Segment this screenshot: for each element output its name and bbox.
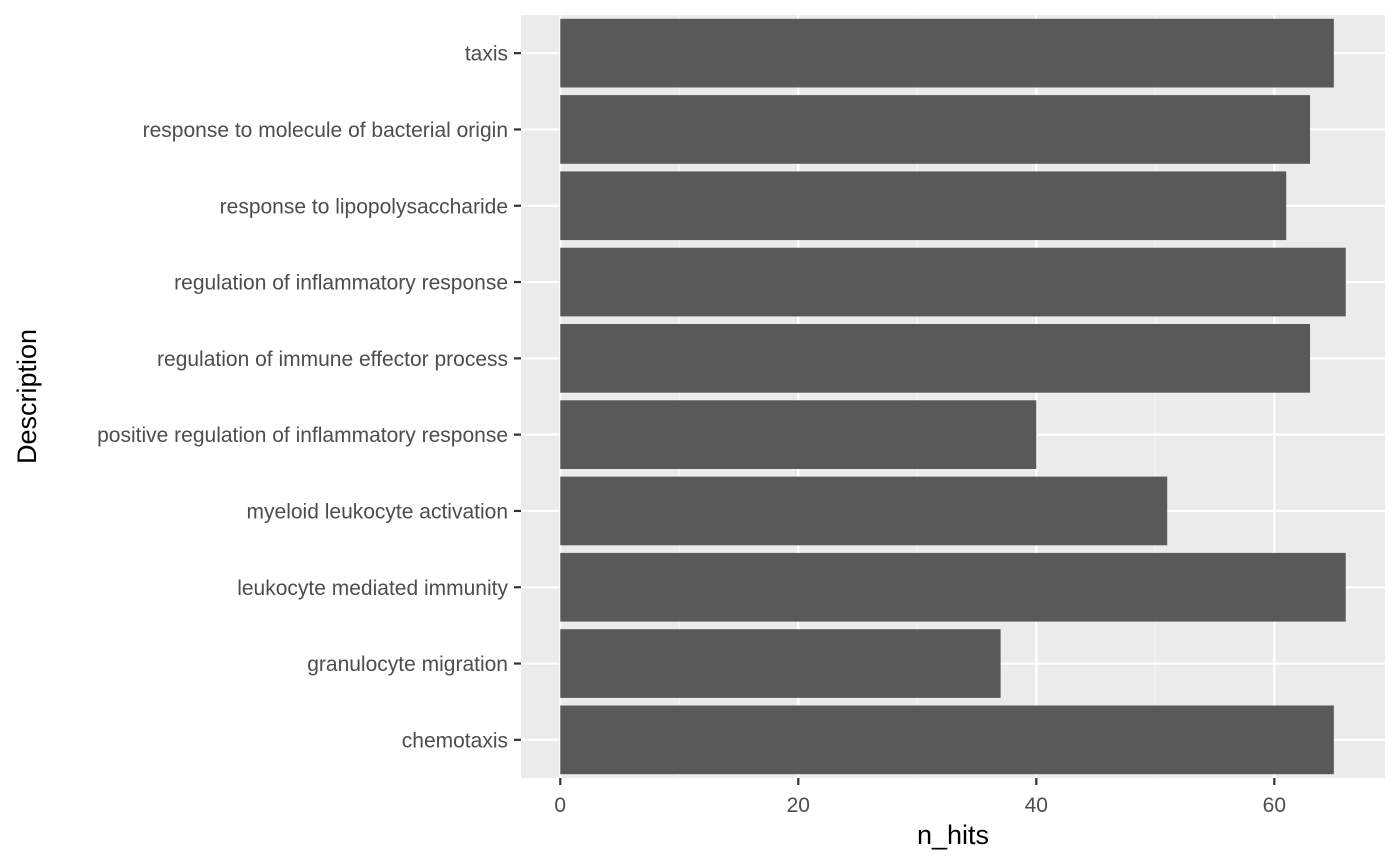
bar [560,552,1346,622]
x-tick-label: 0 [554,794,566,817]
y-axis: taxis response to molecule of bacterial o… [97,43,521,752]
y-tick-label: chemotaxis [402,729,508,752]
y-tick-label: positive regulation of inflammatory resp… [97,424,508,447]
bar [560,629,1001,698]
bar [560,476,1168,546]
x-axis-title: n_hits [917,820,989,850]
bar [560,18,1334,88]
bars [560,18,1346,775]
y-tick-label: regulation of immune effector process [157,348,508,371]
bar [560,324,1311,393]
bar [560,95,1311,164]
bar [560,171,1287,241]
x-tick-label: 60 [1263,794,1286,817]
y-axis-title: Description [12,329,42,464]
x-tick-label: 20 [787,794,810,817]
y-tick-label: regulation of inflammatory response [174,272,508,295]
x-tick-label: 40 [1025,794,1048,817]
bar [560,705,1334,775]
y-tick-label: response to molecule of bacterial origin [143,119,508,142]
y-tick-label: granulocyte migration [307,653,508,676]
x-axis: 0 20 40 60 [554,778,1286,817]
y-tick-label: leukocyte mediated immunity [237,577,508,600]
bar [560,247,1346,317]
bar [560,400,1037,469]
y-tick-label: response to lipopolysaccharide [220,195,508,218]
y-tick-label: myeloid leukocyte activation [247,500,508,523]
y-tick-label: taxis [465,43,508,66]
